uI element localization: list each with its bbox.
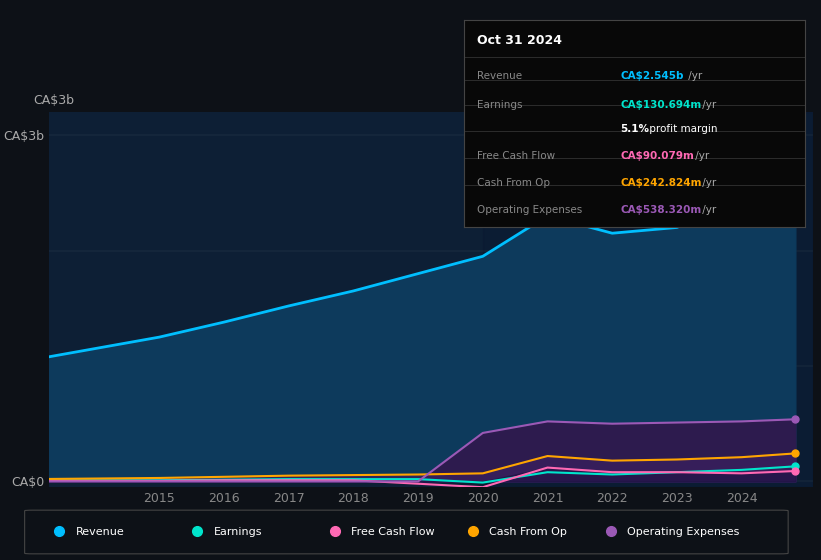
Point [789,466,802,475]
Text: Free Cash Flow: Free Cash Flow [351,527,435,537]
Text: /yr: /yr [692,151,709,161]
Text: Revenue: Revenue [478,71,523,81]
Point [789,415,802,424]
Text: CA$90.079m: CA$90.079m [621,151,695,161]
Text: Free Cash Flow: Free Cash Flow [478,151,556,161]
Point [789,183,802,192]
Text: Cash From Op: Cash From Op [489,527,567,537]
Text: Earnings: Earnings [213,527,262,537]
Text: /yr: /yr [685,71,702,81]
Point [789,449,802,458]
Text: CA$3b: CA$3b [33,94,74,106]
Text: CA$130.694m: CA$130.694m [621,100,702,110]
Text: /yr: /yr [699,178,717,188]
Text: CA$242.824m: CA$242.824m [621,178,702,188]
Text: 5.1%: 5.1% [621,124,649,134]
Text: Revenue: Revenue [76,527,124,537]
Text: /yr: /yr [699,100,717,110]
Text: profit margin: profit margin [646,124,718,134]
Text: CA$538.320m: CA$538.320m [621,205,702,215]
Text: Cash From Op: Cash From Op [478,178,551,188]
Text: CA$2.545b: CA$2.545b [621,71,684,81]
Point [789,462,802,471]
Bar [483,112,813,487]
Text: Earnings: Earnings [478,100,523,110]
Text: Operating Expenses: Operating Expenses [627,527,740,537]
Text: /yr: /yr [699,205,717,215]
Text: Oct 31 2024: Oct 31 2024 [478,34,562,47]
Text: Operating Expenses: Operating Expenses [478,205,583,215]
